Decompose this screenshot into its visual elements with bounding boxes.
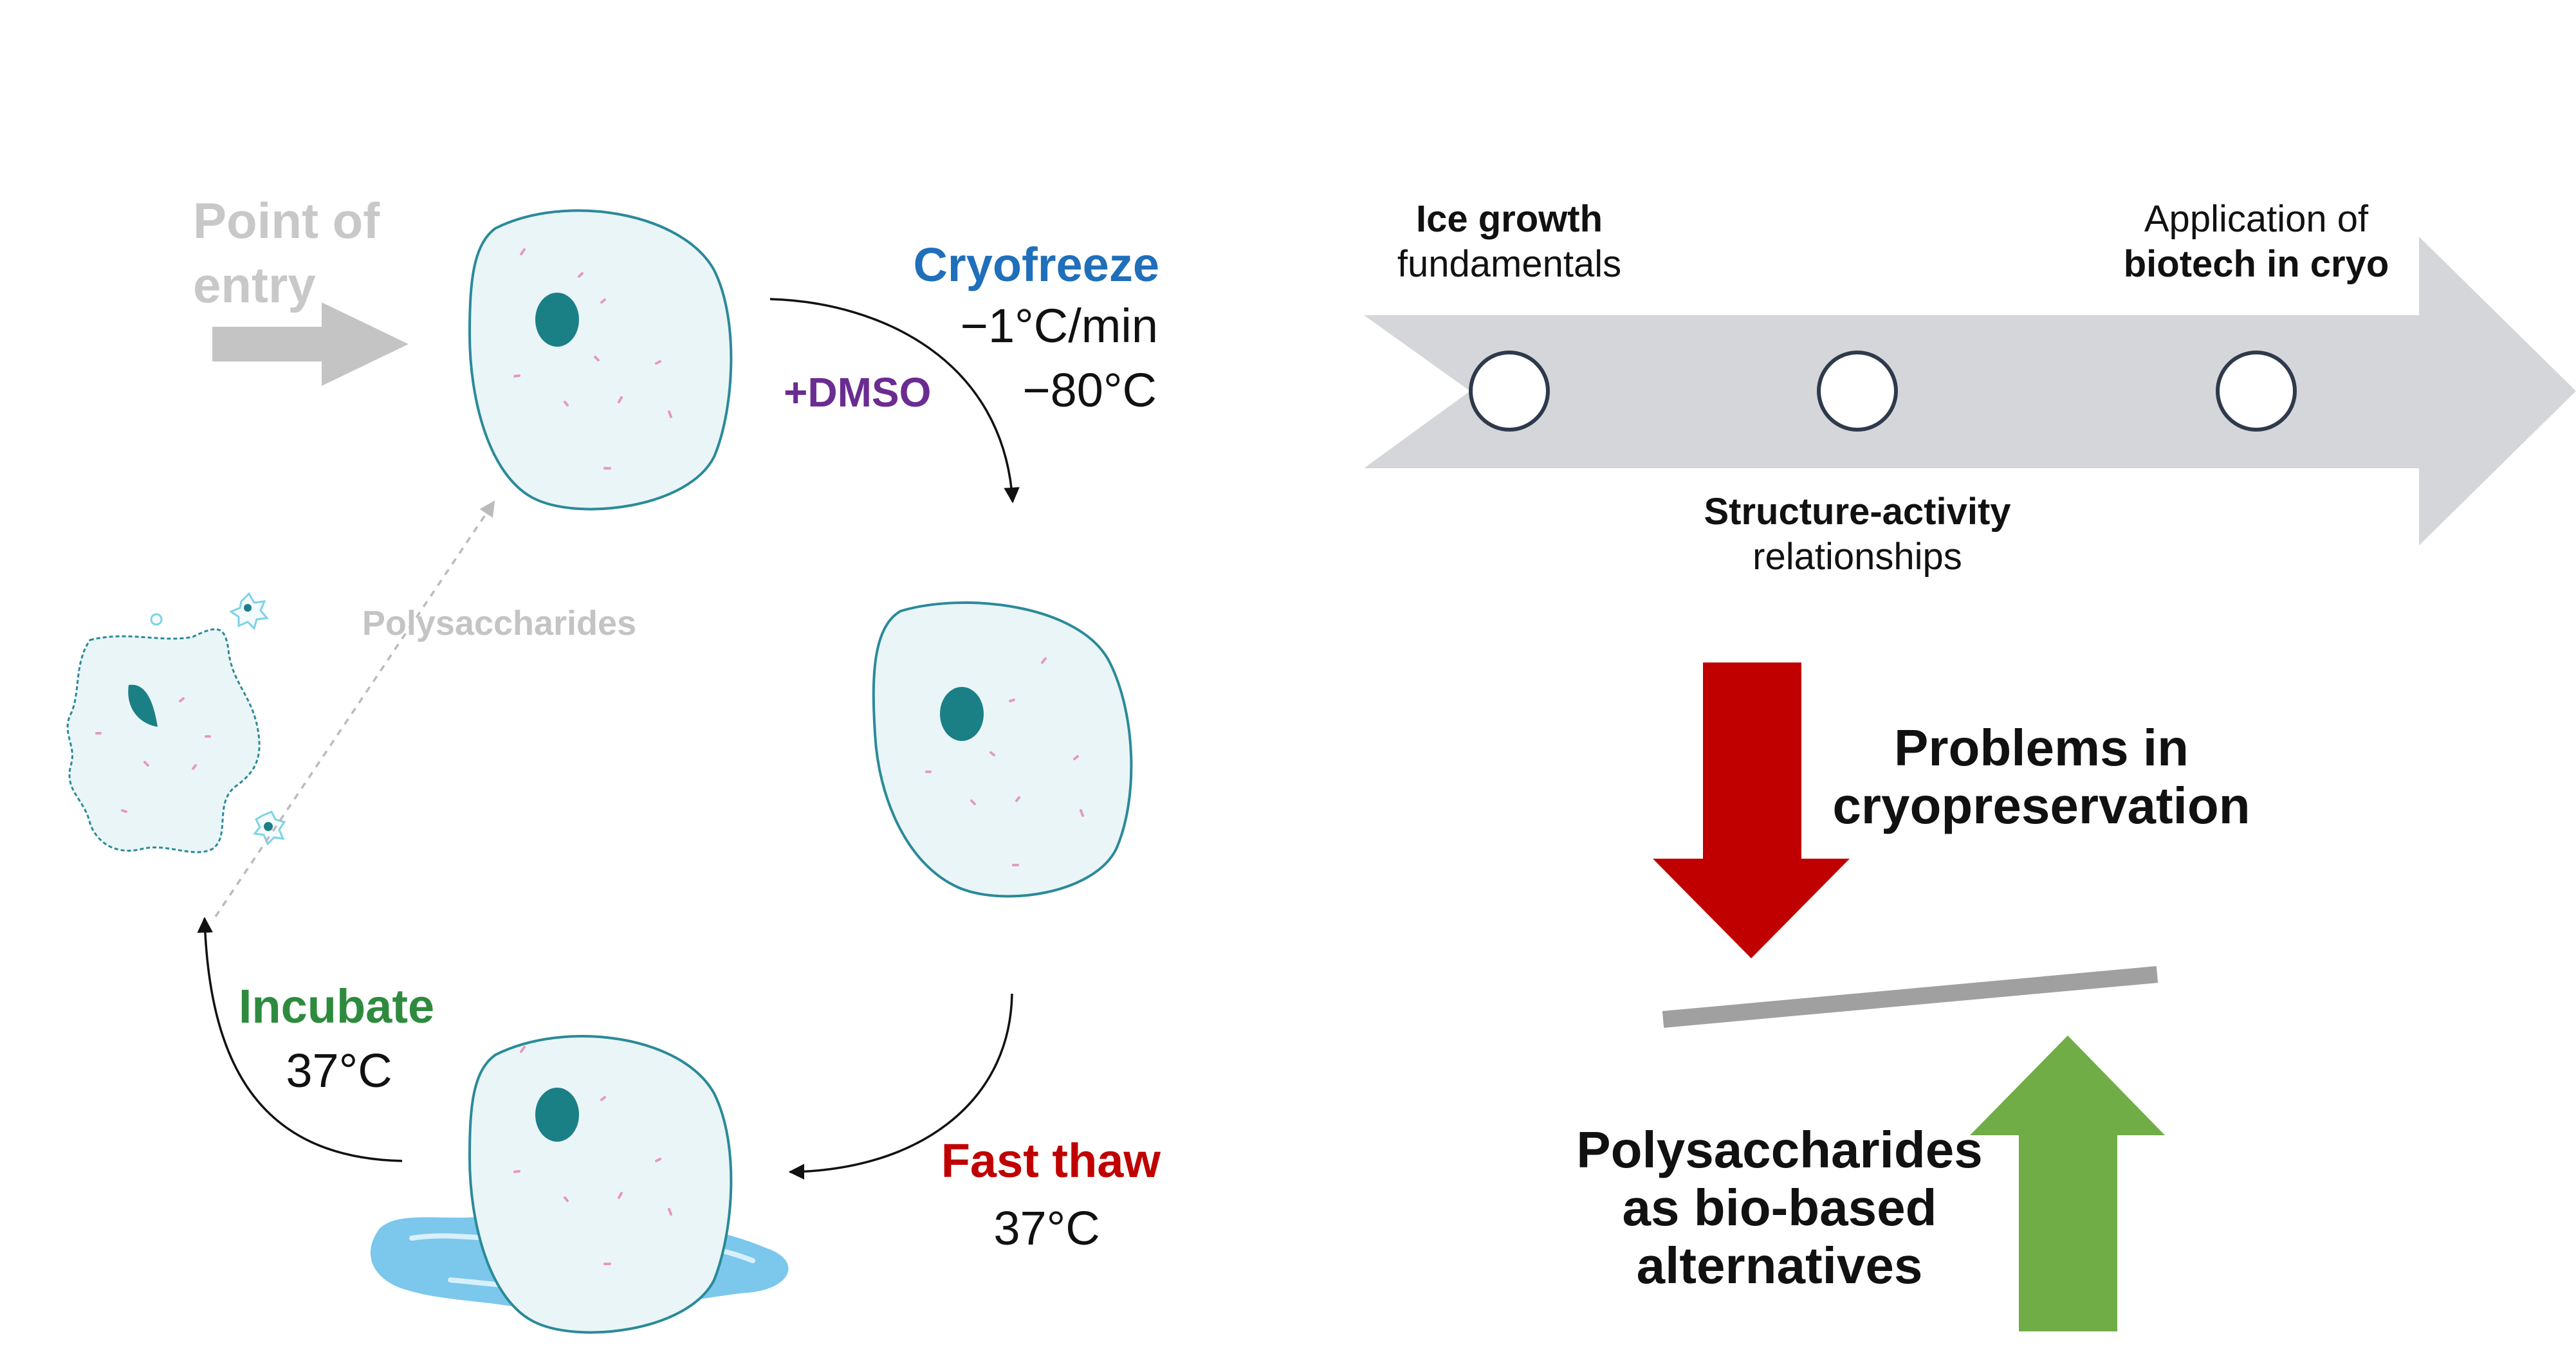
milestone-ice-growth [1469, 351, 1550, 432]
arrow-polysaccharides [214, 500, 495, 917]
alternatives-line1: Polysaccharides [1576, 1121, 1982, 1178]
point-of-entry: Point of entry [193, 192, 409, 386]
cryofreeze-rate: −1°C/min [961, 299, 1158, 352]
timeline [1364, 237, 2576, 545]
arrow-incubate [197, 917, 403, 1162]
entry-label-line1: Point of [193, 192, 380, 249]
nucleus [535, 1088, 579, 1142]
fast-thaw-title: Fast thaw [941, 1134, 1161, 1187]
problems-line2: cryopreservation [1832, 777, 2250, 834]
cell-bottom [370, 1035, 789, 1334]
cell-top [468, 209, 733, 511]
alternatives-line3: alternatives [1637, 1237, 1923, 1294]
alternatives-up-arrow [1970, 1036, 2165, 1331]
dmso-label: +DMSO [784, 369, 931, 416]
entry-arrow [212, 302, 409, 386]
nucleus [535, 293, 579, 347]
balance-beam [1662, 966, 2158, 1028]
incubate-temp: 37°C [286, 1044, 392, 1097]
structure-bold: Structure-activity [1704, 491, 2010, 533]
cryofreeze-temp: −80°C [1022, 363, 1157, 417]
ice-growth-regular: fundamentals [1397, 243, 1621, 285]
ice-growth-bold: Ice growth [1416, 198, 1603, 240]
application-regular: Application of [2144, 198, 2369, 240]
entry-label-line2: entry [193, 257, 316, 313]
application-bold: biotech in cryo [2124, 243, 2389, 285]
problems-down-arrow [1653, 662, 1850, 958]
milestone-application [2216, 351, 2297, 432]
incubate-title: Incubate [239, 980, 434, 1033]
arrow-cryofreeze [769, 298, 1020, 504]
structure-regular: relationships [1753, 536, 1962, 578]
arrow-fast-thaw [788, 993, 1013, 1180]
polysaccharides-label: Polysaccharides [362, 604, 636, 643]
cell-right [872, 601, 1133, 898]
problems-line1: Problems in [1894, 719, 2189, 776]
milestone-structure-activity [1817, 351, 1898, 432]
nucleus [940, 687, 984, 741]
timeline-arrow [1364, 237, 2576, 545]
damaged-cell [66, 592, 286, 854]
fast-thaw-temp: 37°C [993, 1201, 1099, 1255]
cryofreeze-title: Cryofreeze [913, 238, 1159, 291]
alternatives-line2: as bio-based [1622, 1179, 1937, 1236]
